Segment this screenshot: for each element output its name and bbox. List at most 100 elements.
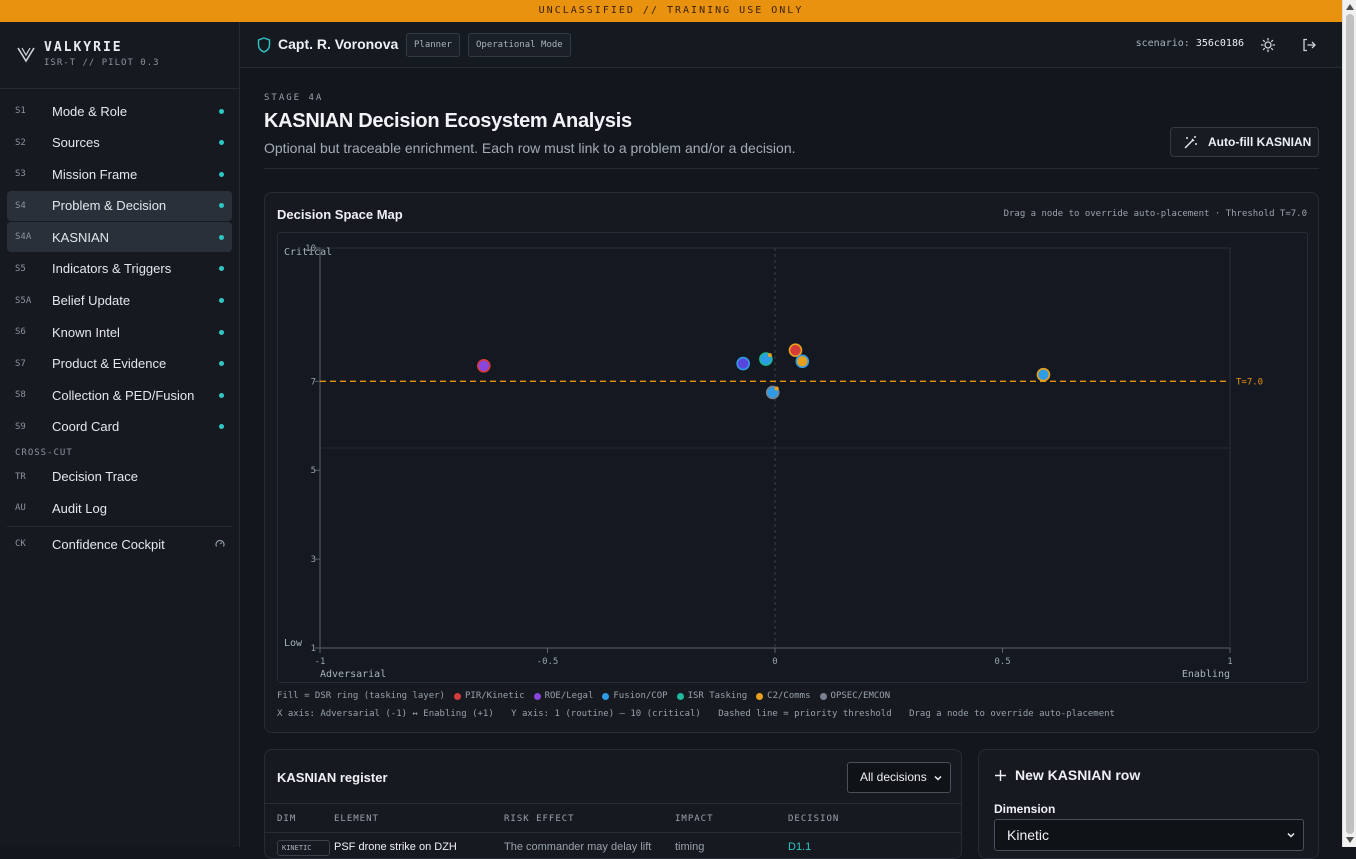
y-tick-label: 5 bbox=[311, 466, 316, 476]
page-title: KASNIAN Decision Ecosystem Analysis bbox=[264, 110, 632, 132]
nav-item-collection-ped-fusion[interactable]: S8 Collection & PED/Fusion bbox=[7, 380, 232, 410]
nav-label: Audit Log bbox=[52, 500, 107, 516]
valkyrie-logo-icon bbox=[17, 47, 35, 63]
decision-node[interactable] bbox=[788, 343, 803, 358]
y-tick-label: 3 bbox=[311, 555, 316, 565]
sidebar: VALKYRIE ISR-T // PILOT 0.3 S1 Mode & Rol… bbox=[0, 22, 240, 847]
nav-item-indicators-triggers[interactable]: S5 Indicators & Triggers bbox=[7, 254, 232, 284]
nav-section-cross-cut: CROSS-CUT bbox=[15, 447, 73, 458]
nav-label: Known Intel bbox=[52, 324, 120, 340]
scroll-down-arrow-icon[interactable] bbox=[1346, 837, 1354, 843]
new-row-title-text: New KASNIAN row bbox=[1015, 767, 1141, 783]
decision-filter-select[interactable]: All decisions bbox=[847, 762, 951, 793]
row-decision-link[interactable]: D1.1 bbox=[788, 841, 812, 853]
nav-code: S1 bbox=[15, 106, 26, 116]
nav-label: Collection & PED/Fusion bbox=[52, 387, 195, 403]
nav-item-known-intel[interactable]: S6 Known Intel bbox=[7, 317, 232, 347]
legend-swatch bbox=[453, 692, 461, 700]
nav-code: S7 bbox=[15, 358, 26, 369]
logout-icon[interactable] bbox=[1301, 37, 1317, 53]
scroll-up-arrow-icon[interactable] bbox=[1346, 4, 1354, 10]
scroll-thumb[interactable] bbox=[1346, 14, 1354, 834]
legend-swatch bbox=[756, 692, 764, 700]
nav-code: S4 bbox=[15, 200, 26, 211]
col-impact: IMPACT bbox=[675, 814, 714, 824]
stage-label: STAGE 4A bbox=[264, 93, 324, 103]
legend-label: ROE/Legal bbox=[544, 691, 594, 701]
nav-label: Problem & Decision bbox=[52, 198, 167, 214]
nav-item-mission-frame[interactable]: S3 Mission Frame bbox=[7, 159, 232, 189]
table-row[interactable]: KINETIC PSF drone strike on DZH The comm… bbox=[265, 838, 961, 858]
x-tick-label: 0 bbox=[772, 657, 777, 667]
status-dot-icon bbox=[219, 266, 224, 272]
nav-code: TR bbox=[15, 471, 26, 482]
dimension-value: Kinetic bbox=[1007, 827, 1050, 843]
legend-label: C2/Comms bbox=[767, 691, 811, 701]
col-decision: DECISION bbox=[788, 814, 840, 824]
register-table-header: DIM ELEMENT RISK EFFECT IMPACT DECISION bbox=[265, 803, 961, 833]
row-risk-effect: The commander may delay lift bbox=[504, 841, 652, 853]
nav-code: S8 bbox=[15, 390, 26, 401]
dimension-select[interactable]: Kinetic bbox=[994, 819, 1304, 851]
x-tick-label: 0.5 bbox=[994, 657, 1010, 667]
legend-swatch bbox=[819, 692, 827, 700]
decision-space-chart[interactable]: -1 -0.5 0 0.5 1 1 3 5 7 10 Adversarial Enabling Crit… bbox=[278, 233, 1309, 684]
nav-item-decision-trace[interactable]: TR Decision Trace bbox=[7, 462, 232, 492]
nav-item-problem-decision[interactable]: S4 Problem & Decision bbox=[7, 190, 232, 221]
decision-node[interactable] bbox=[736, 356, 750, 371]
status-dot-icon bbox=[219, 361, 224, 367]
stage-nav: S1 Mode & Role S2 Sources S3 Mission Frame … bbox=[7, 96, 232, 561]
nav-label: Mode & Role bbox=[52, 103, 128, 119]
shield-icon bbox=[257, 37, 271, 53]
main-content: STAGE 4A KASNIAN Decision Ecosystem Anal… bbox=[240, 68, 1342, 859]
auto-fill-kasnian-button[interactable]: Auto-fill KASNIAN bbox=[1170, 127, 1319, 157]
decision-space-plot[interactable]: -1 -0.5 0 0.5 1 1 3 5 7 10 Adversarial Enabling Crit… bbox=[277, 232, 1308, 683]
brand-name: VALKYRIE bbox=[44, 40, 123, 55]
sun-icon[interactable] bbox=[1260, 37, 1276, 53]
gauge-icon bbox=[215, 540, 225, 547]
brand[interactable]: VALKYRIE ISR-T // PILOT 0.3 bbox=[16, 40, 160, 68]
decision-node[interactable] bbox=[477, 358, 491, 373]
row-element: PSF drone strike on DZH bbox=[334, 841, 457, 853]
x-tick-label: -0.5 bbox=[537, 657, 559, 667]
legend-item-c2-comms: C2/Comms bbox=[756, 691, 811, 701]
chevron-down-icon bbox=[1287, 832, 1295, 838]
scenario-readout: scenario: 356c0186 bbox=[1136, 38, 1244, 49]
nav-item-product-evidence[interactable]: S7 Product & Evidence bbox=[7, 349, 232, 379]
divider bbox=[7, 526, 232, 528]
x-tick-label: -1 bbox=[315, 657, 326, 667]
x-tick-label: 1 bbox=[1227, 657, 1232, 667]
chevron-down-icon bbox=[934, 775, 942, 781]
legend-item-isr-tasking: ISR Tasking bbox=[676, 691, 748, 701]
decision-node[interactable] bbox=[1036, 367, 1051, 382]
dimension-label: Dimension bbox=[994, 802, 1056, 816]
nav-code: AU bbox=[15, 503, 26, 514]
nav-item-kasnian[interactable]: S4A KASNIAN bbox=[7, 222, 232, 253]
note-x-axis: X axis: Adversarial (-1) ↔ Enabling (+1) bbox=[277, 709, 494, 719]
page-scrollbar[interactable] bbox=[1342, 0, 1356, 847]
col-risk-effect: RISK EFFECT bbox=[504, 814, 575, 824]
nav-code: CK bbox=[15, 539, 26, 550]
note-drag: Drag a node to override auto-placement bbox=[909, 709, 1115, 719]
decision-node[interactable] bbox=[795, 354, 810, 369]
x-right-label: Enabling bbox=[1182, 669, 1230, 680]
divider bbox=[264, 168, 1319, 169]
y-tick-label: 1 bbox=[311, 644, 316, 654]
y-bottom-label: Low bbox=[284, 638, 303, 649]
status-dot-icon bbox=[219, 234, 224, 240]
status-dot-icon bbox=[219, 203, 224, 209]
nav-item-mode-role[interactable]: S1 Mode & Role bbox=[7, 96, 232, 126]
nav-item-audit-log[interactable]: AU Audit Log bbox=[7, 493, 232, 523]
nav-item-sources[interactable]: S2 Sources bbox=[7, 128, 232, 158]
y-tick-label: 10 bbox=[305, 244, 316, 254]
status-dot-icon bbox=[219, 298, 224, 304]
nav-code: S9 bbox=[15, 421, 26, 432]
legend-label: ISR Tasking bbox=[687, 691, 748, 701]
node-accent-dot bbox=[774, 386, 779, 391]
nav-item-confidence-cockpit[interactable]: CK Confidence Cockpit bbox=[7, 529, 232, 559]
nav-code: S6 bbox=[15, 327, 26, 338]
legend-swatch bbox=[533, 692, 541, 700]
nav-item-belief-update[interactable]: S5A Belief Update bbox=[7, 286, 232, 316]
nav-code: S4A bbox=[15, 232, 32, 243]
nav-item-coord-card[interactable]: S9 Coord Card bbox=[7, 412, 232, 442]
